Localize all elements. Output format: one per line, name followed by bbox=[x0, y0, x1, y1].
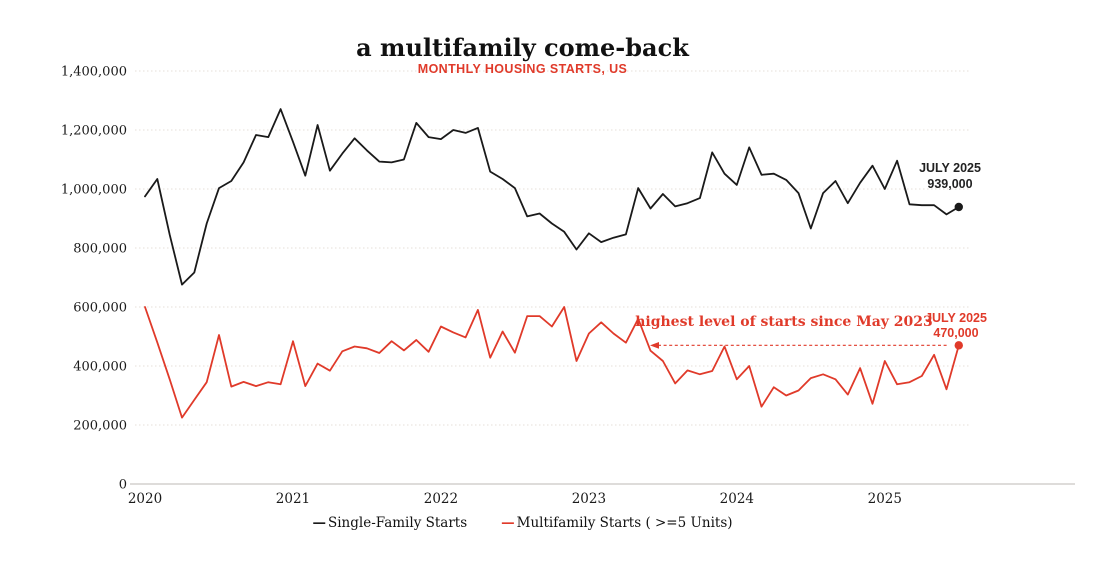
legend-label-single-family: Single-Family Starts bbox=[327, 515, 468, 531]
y-tick-label: 0 bbox=[119, 478, 127, 493]
y-tick-label: 1,400,000 bbox=[61, 65, 127, 80]
legend-label-multifamily: Multifamily Starts ( >=5 Units) bbox=[516, 515, 733, 531]
multifamily-annotation-value: 470,000 bbox=[933, 326, 978, 340]
single-family-annotation-value: 939,000 bbox=[927, 177, 972, 191]
legend-item-multifamily: — Multifamily Starts ( >=5 Units) bbox=[501, 515, 732, 531]
x-tick-label: 2022 bbox=[424, 491, 458, 507]
single-family-line-swatch: — bbox=[312, 515, 326, 531]
single-family-line bbox=[144, 108, 960, 286]
y-tick-label: 200,000 bbox=[73, 419, 127, 434]
y-tick-label: 400,000 bbox=[73, 360, 127, 375]
reference-arrowhead bbox=[650, 341, 659, 349]
multifamily-line bbox=[144, 306, 960, 419]
y-tick-label: 600,000 bbox=[73, 301, 127, 316]
y-tick-label: 1,200,000 bbox=[61, 124, 127, 139]
chart-legend: — Single-Family Starts — Multifamily Start… bbox=[0, 515, 1045, 531]
single-family-endpoint-dot bbox=[954, 202, 963, 212]
x-tick-label: 2020 bbox=[128, 491, 162, 507]
legend-item-single-family: — Single-Family Starts bbox=[312, 515, 467, 531]
chart-subtitle: MONTHLY HOUSING STARTS, US bbox=[417, 62, 628, 76]
multifamily-annotation-date: JULY 2025 bbox=[925, 311, 987, 325]
y-tick-label: 800,000 bbox=[73, 242, 127, 257]
chart-title: a multifamily come-back bbox=[356, 33, 689, 62]
single-family-annotation-date: JULY 2025 bbox=[919, 161, 981, 175]
x-tick-label: 2021 bbox=[276, 491, 310, 507]
x-tick-label: 2024 bbox=[720, 491, 754, 507]
callout-text: highest level of starts since May 2023 bbox=[635, 314, 933, 330]
x-tick-label: 2025 bbox=[868, 491, 902, 507]
multifamily-endpoint-dot bbox=[954, 341, 963, 350]
x-tick-label: 2023 bbox=[572, 491, 606, 507]
multifamily-line-swatch: — bbox=[501, 515, 515, 531]
y-tick-label: 1,000,000 bbox=[61, 183, 127, 198]
